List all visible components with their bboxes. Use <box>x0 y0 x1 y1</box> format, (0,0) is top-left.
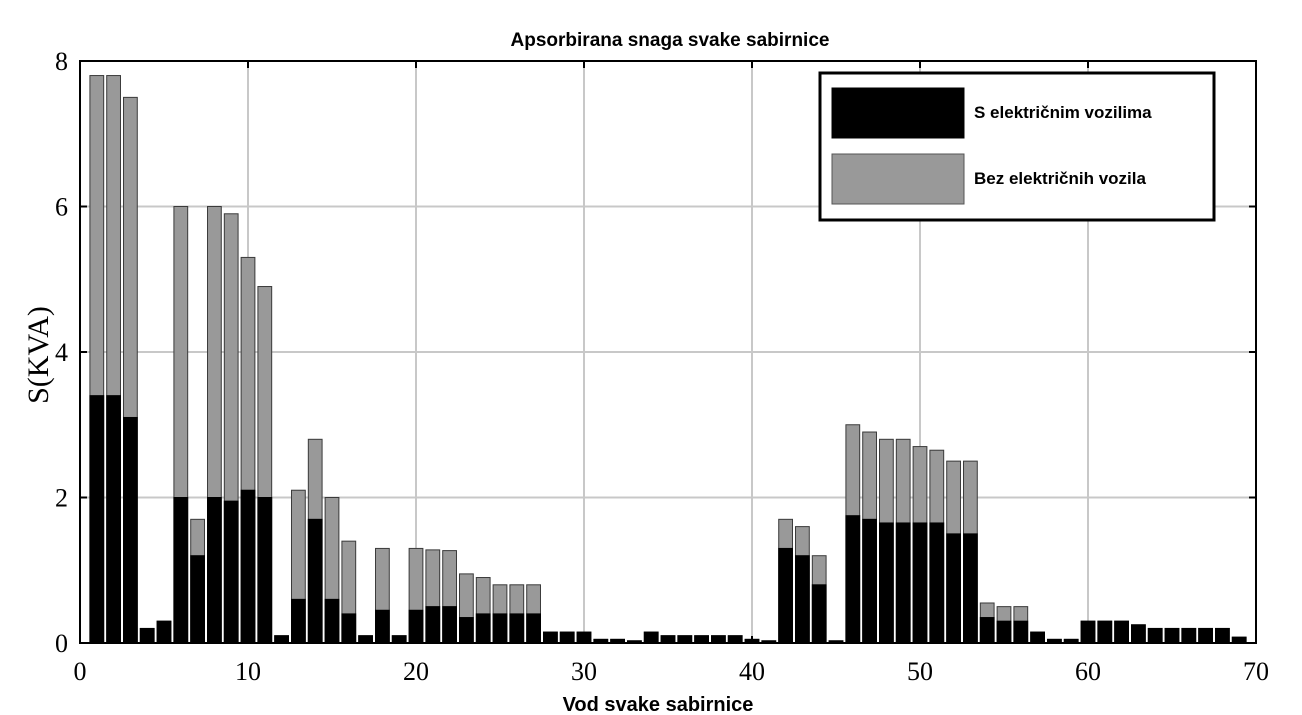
bar-with-ev <box>1030 631 1045 644</box>
x-tick-label: 10 <box>235 657 261 686</box>
bar-with-ev <box>929 522 945 644</box>
legend-label-without-ev: Bez električnih vozila <box>974 169 1146 188</box>
bar-with-ev <box>1181 627 1197 644</box>
bar-with-ev <box>291 598 306 644</box>
x-tick-label: 30 <box>571 657 597 686</box>
bar-with-ev <box>1215 627 1230 644</box>
bar-with-ev <box>946 533 961 644</box>
bar-with-ev <box>862 518 877 644</box>
x-tick-label: 60 <box>1075 657 1101 686</box>
bar-with-ev <box>711 635 726 644</box>
bar-with-ev <box>307 518 323 644</box>
bar-with-ev <box>778 547 793 644</box>
bar-with-ev <box>106 395 121 644</box>
bar-with-ev <box>509 613 525 644</box>
bar-with-ev <box>190 555 205 644</box>
bar-with-ev <box>492 613 508 644</box>
x-tick-label: 70 <box>1243 657 1269 686</box>
chart-title: Apsorbirana snaga svake sabirnice <box>511 30 830 51</box>
bar-with-ev <box>341 613 357 644</box>
bar-with-ev <box>660 635 676 644</box>
bar-with-ev <box>240 489 256 644</box>
bar-with-ev <box>1164 627 1180 644</box>
bars <box>89 75 1247 644</box>
y-tick-label: 0 <box>55 629 68 658</box>
bar-with-ev <box>1131 624 1146 644</box>
x-axis-label: Vod svake sabirnice <box>563 694 754 715</box>
bar-with-ev <box>845 515 861 644</box>
bar-with-ev <box>895 522 911 644</box>
bar-with-ev <box>912 522 928 644</box>
y-tick-label: 2 <box>55 484 68 513</box>
bar-with-ev <box>475 613 491 644</box>
legend: S električnim vozilima Bez električnih v… <box>818 71 1216 222</box>
bar-with-ev <box>996 620 1012 644</box>
y-tick-label: 8 <box>55 47 68 76</box>
bar-with-ev <box>727 635 743 644</box>
bar-with-ev <box>559 631 575 644</box>
bar-with-ev <box>677 635 693 644</box>
x-tick-label: 20 <box>403 657 429 686</box>
bar-with-ev <box>173 497 189 644</box>
bar-with-ev <box>358 635 373 644</box>
bar-with-ev <box>459 617 474 644</box>
x-tick-label: 0 <box>74 657 87 686</box>
bar-with-ev <box>1198 627 1213 644</box>
bar-with-ev <box>324 598 340 644</box>
x-tick-label: 40 <box>739 657 765 686</box>
bar-with-ev <box>694 635 709 644</box>
bar-with-ev <box>1097 620 1113 644</box>
bar-with-ev <box>223 500 239 644</box>
bar-with-ev <box>795 555 810 644</box>
bar-with-ev <box>811 584 827 644</box>
bar-with-ev <box>643 631 659 644</box>
bar-with-ev <box>425 606 441 644</box>
bar-with-ev <box>375 609 390 644</box>
y-tick-label: 4 <box>55 338 68 367</box>
bar-with-ev <box>1013 620 1029 644</box>
bar-with-ev <box>543 631 558 644</box>
bar-with-ev <box>139 627 155 644</box>
legend-label-with-ev: S električnim vozilima <box>974 103 1152 122</box>
axis-ticks: 0 10 20 30 40 50 60 70 0 2 4 6 8 <box>55 47 1269 686</box>
bar-with-ev <box>123 416 138 644</box>
bar-with-ev <box>89 395 105 644</box>
bar-with-ev <box>979 617 995 644</box>
bar-with-ev <box>1114 620 1129 644</box>
bar-with-ev <box>391 635 407 644</box>
bar-with-ev <box>156 620 172 644</box>
bar-with-ev <box>1147 627 1163 644</box>
bar-with-ev <box>257 497 273 644</box>
y-axis-label: S(KVA) <box>22 306 55 404</box>
bar-with-ev <box>442 606 457 644</box>
legend-swatch-without-ev <box>831 153 965 205</box>
bar-with-ev <box>526 613 541 644</box>
y-tick-label: 6 <box>55 193 68 222</box>
bar-with-ev <box>207 497 222 644</box>
legend-swatch-with-ev <box>831 87 965 139</box>
bar-with-ev <box>963 533 978 644</box>
bar-with-ev <box>879 522 894 644</box>
bar-with-ev <box>274 635 289 644</box>
x-tick-label: 50 <box>907 657 933 686</box>
